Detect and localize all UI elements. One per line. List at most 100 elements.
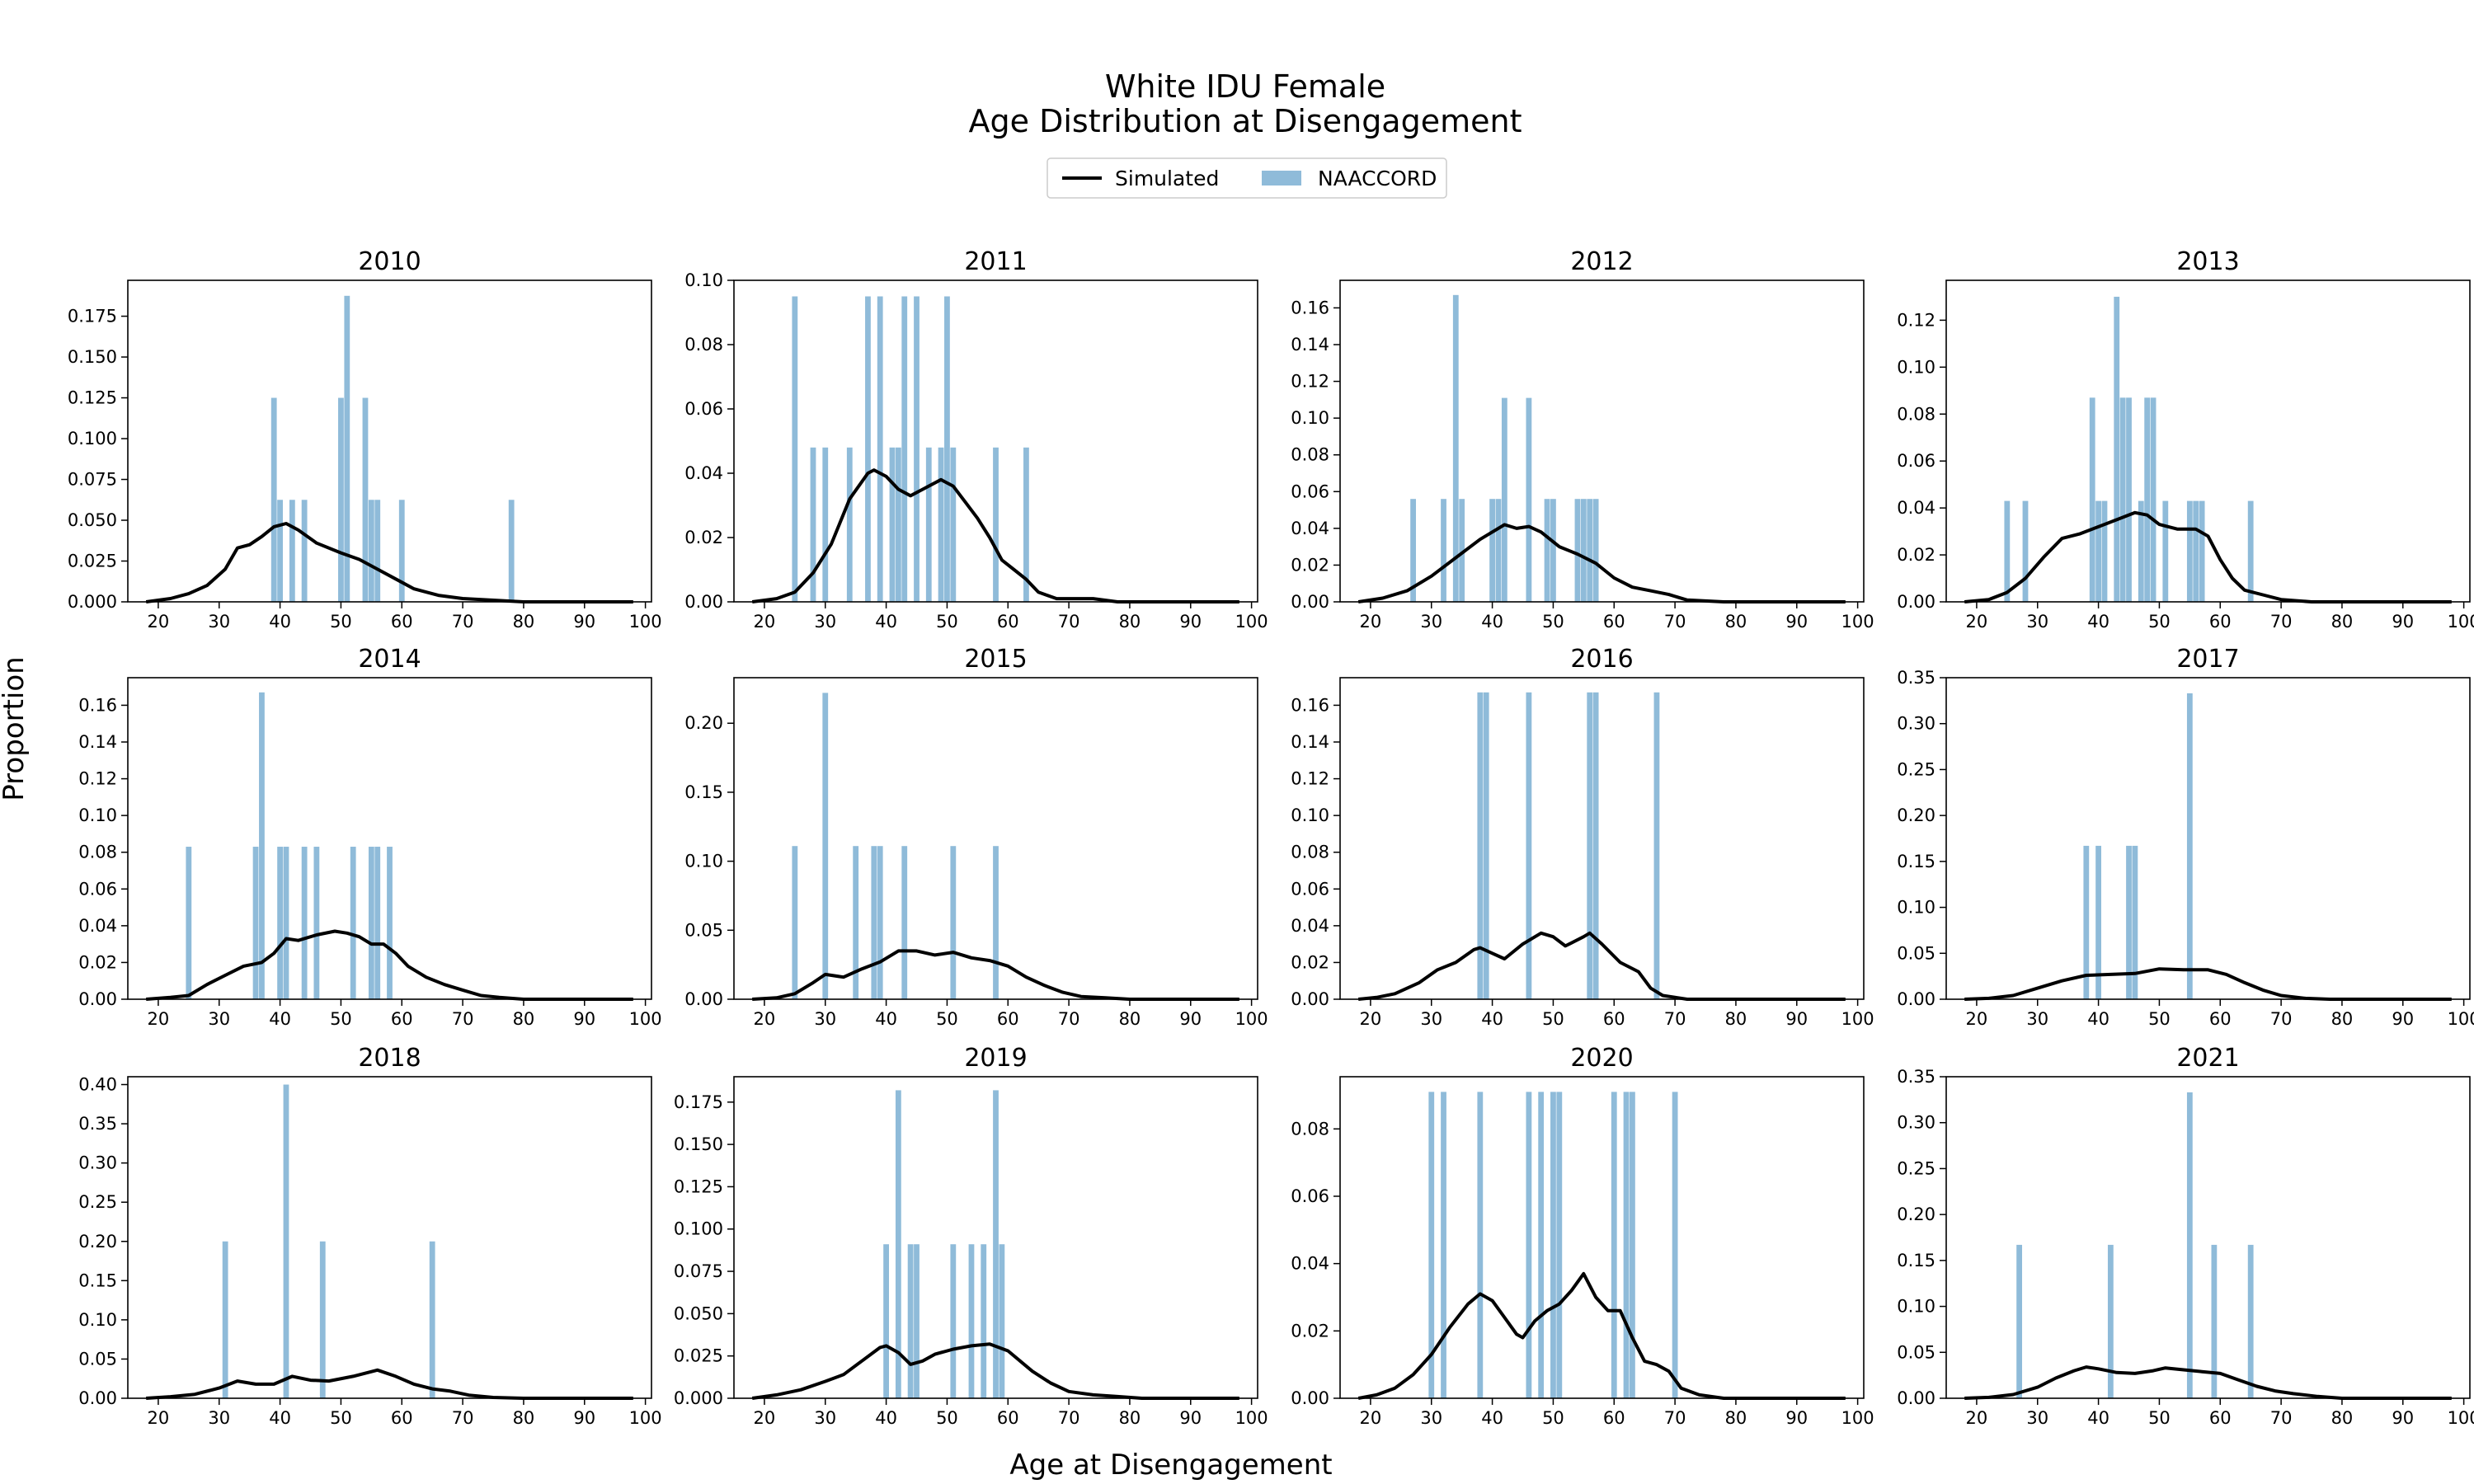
simulated-line [751,468,1239,603]
y-tick-label: 0.075 [674,1261,723,1281]
x-tick-label: 70 [1058,612,1080,632]
naaccord-bar [2162,500,2169,602]
y-axis-title: Proportion [0,656,31,801]
x-tick-label: 30 [208,1009,230,1029]
y-tick-label: 0.12 [78,769,117,789]
x-tick-label: 40 [2087,1408,2109,1428]
y-tick-label: 0.02 [1291,1321,1329,1341]
y-tick-label: 0.04 [78,916,117,936]
x-tick-label: 40 [269,1408,291,1428]
y-tick-label: 0.40 [78,1075,117,1095]
x-tick-label: 100 [1841,612,1874,632]
x-tick-label: 20 [754,1408,776,1428]
x-tick-label: 30 [2026,1009,2048,1029]
naaccord-bar [1623,1092,1630,1398]
naaccord-bar [792,846,798,999]
panel-2017: 2017 20 30 40 50 60 70 80 90 100 0.00 0.05 0.10 0.15 0… [1897,645,2474,1029]
y-tick-label: 0.00 [684,989,723,1009]
x-tick-label: 80 [2331,1408,2354,1428]
y-tick-label: 0.00 [684,592,723,612]
naaccord-bar [889,447,896,602]
y-tick-label: 0.000 [68,592,117,612]
naaccord-bar [277,847,283,999]
x-tick-label: 20 [754,612,776,632]
x-tick-label: 50 [2148,1408,2171,1428]
y-tick-label: 0.12 [1291,372,1329,392]
x-tick-label: 40 [1481,1408,1503,1428]
x-tick-label: 20 [148,612,170,632]
y-tick-label: 0.02 [1291,555,1329,575]
panel-2018: 2018 20 30 40 50 60 70 80 90 100 0.00 0.05 0.10 0.15 0… [78,1044,661,1428]
y-tick-label: 0.02 [684,528,723,547]
axes-frame [1339,279,1865,603]
legend-frame [1047,157,1447,199]
x-tick-label: 90 [1179,612,1202,632]
y-tick-label: 0.08 [1291,1119,1329,1139]
axes-frame [1945,677,2471,1000]
x-tick-label: 90 [2392,1009,2414,1029]
naaccord-bar [1630,1092,1635,1398]
naaccord-bar [259,692,265,999]
naaccord-bar [387,847,393,999]
x-tick-label: 90 [1785,612,1808,632]
naaccord-bar [398,500,405,602]
y-tick-label: 0.050 [68,510,117,530]
y-tick-label: 0.05 [684,920,723,940]
x-tick-label: 60 [1603,1009,1625,1029]
panel-2013: 2013 20 30 40 50 60 70 80 90 100 0.00 0.02 0.04 0.06 0… [1897,247,2474,632]
naaccord-bar [1587,692,1593,999]
x-tick-label: 60 [391,612,413,632]
panel-title: 2010 [358,247,421,276]
y-tick-label: 0.000 [674,1388,723,1408]
naaccord-bar [2150,397,2157,602]
naaccord-bar [1653,692,1660,999]
y-tick-label: 0.14 [1291,732,1329,752]
legend: Simulated NAACCORD [1047,157,1447,199]
y-tick-label: 0.35 [1897,1067,1935,1087]
x-tick-label: 50 [330,1009,352,1029]
naaccord-bar [1495,499,1502,602]
panel-2012: 2012 20 30 40 50 60 70 80 90 100 0.00 0.02 0.04 0.06 0… [1291,247,1874,632]
y-tick-label: 0.02 [78,952,117,972]
x-tick-label: 80 [2331,1009,2354,1029]
naaccord-bar [895,1090,901,1398]
x-tick-label: 50 [1542,1009,1564,1029]
y-tick-label: 0.00 [1291,989,1329,1009]
panels-group: 2010 20 30 40 50 60 70 80 90 100 0.000 0.025 0.050 0.… [68,247,2474,1428]
naaccord-bar [2114,296,2120,602]
y-tick-label: 0.100 [674,1219,723,1239]
x-tick-label: 20 [148,1009,170,1029]
x-tick-label: 100 [629,612,662,632]
x-axis-title: Age at Disengagement [1009,1449,1332,1482]
naaccord-bar [1611,1092,1617,1398]
x-tick-label: 70 [452,1408,474,1428]
panel-2014: 2014 20 30 40 50 60 70 80 90 100 0.00 0.02 0.04 0.06 0… [78,645,661,1029]
naaccord-bar [914,1244,920,1398]
x-tick-label: 50 [330,1408,352,1428]
panel-title: 2011 [964,247,1027,276]
y-tick-label: 0.05 [78,1349,117,1369]
naaccord-bar [883,1244,889,1398]
simulated-line [146,1368,633,1400]
x-tick-label: 20 [148,1408,170,1428]
naaccord-bar [792,296,798,602]
x-tick-label: 20 [754,1009,776,1029]
x-tick-label: 80 [1725,612,1747,632]
x-tick-label: 60 [997,1009,1019,1029]
panel-2015: 2015 20 30 40 50 60 70 80 90 100 0.00 0.05 0.10 0.15 0… [684,645,1268,1029]
naaccord-bar [950,447,957,602]
naaccord-bar [1672,1092,1678,1398]
naaccord-bar [2101,500,2108,602]
naaccord-bar [1550,1092,1556,1398]
y-tick-label: 0.10 [1897,1297,1935,1317]
y-tick-label: 0.00 [78,989,117,1009]
x-tick-label: 80 [1725,1408,1747,1428]
y-tick-label: 0.14 [78,732,117,752]
x-tick-label: 50 [330,612,352,632]
naaccord-bar [368,847,374,999]
y-tick-label: 0.20 [684,713,723,733]
x-tick-label: 100 [1235,1408,1268,1428]
x-tick-label: 70 [1664,612,1686,632]
y-tick-label: 0.25 [1897,759,1935,779]
